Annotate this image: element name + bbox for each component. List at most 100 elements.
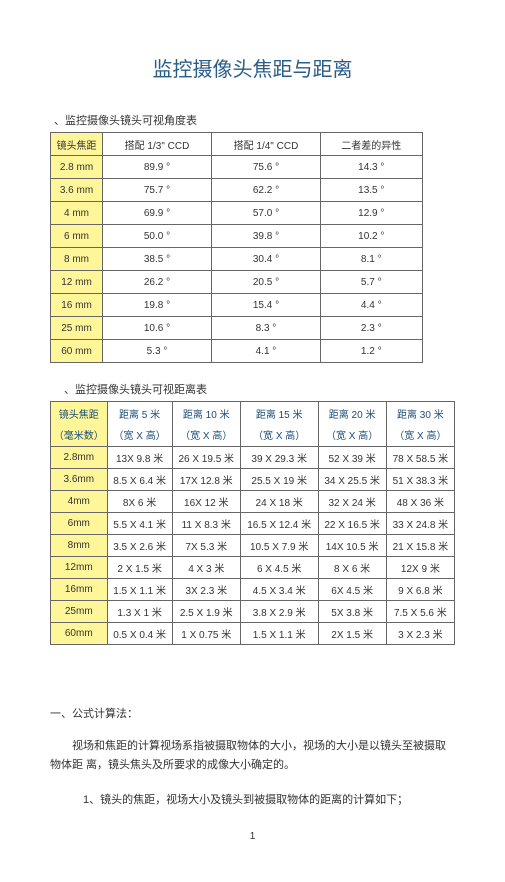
table-cell: 39 X 29.3 米	[240, 447, 318, 469]
header-top: 距离 5 米	[110, 406, 170, 421]
table-cell: 33 X 24.8 米	[386, 513, 454, 535]
table-cell: 8.5 X 6.4 米	[107, 469, 172, 491]
table-cell: 14X 10.5 米	[318, 535, 386, 557]
table2-header-row: 镜头焦距（毫米数）距离 5 米（宽 X 高）距离 10 米（宽 X 高）距离 1…	[51, 402, 455, 447]
table-cell: 26.2 °	[103, 271, 212, 294]
table-cell: 22 X 16.5 米	[318, 513, 386, 535]
table-row: 2.8 mm89.9 °75.6 °14.3 °	[51, 156, 423, 179]
table-cell: 3.6 mm	[51, 179, 103, 202]
header-bottom: （宽 X 高）	[175, 427, 238, 442]
table-cell: 16X 12 米	[172, 491, 240, 513]
table-cell: 20.5 °	[211, 271, 320, 294]
table-cell: 6mm	[51, 513, 108, 535]
header-top: 镜头焦距	[53, 406, 105, 421]
table-cell: 48 X 36 米	[386, 491, 454, 513]
table-row: 25mm1.3 X 1 米2.5 X 1.9 米3.8 X 2.9 米5X 3.…	[51, 601, 455, 623]
table-cell: 51 X 38.3 米	[386, 469, 454, 491]
table-cell: 26 X 19.5 米	[172, 447, 240, 469]
table-cell: 25 mm	[51, 317, 103, 340]
table-row: 4 mm69.9 °57.0 °12.9 °	[51, 202, 423, 225]
table1-caption: 、监控摄像头镜头可视角度表	[54, 112, 455, 128]
table-cell: 34 X 25.5 米	[318, 469, 386, 491]
table-cell: 1.3 X 1 米	[107, 601, 172, 623]
table-row: 16mm1.5 X 1.1 米3X 2.3 米4.5 X 3.4 米6X 4.5…	[51, 579, 455, 601]
table2-header-cell: 距离 5 米 （宽 X 高）	[107, 402, 172, 447]
table-cell: 10.6 °	[103, 317, 212, 340]
table-row: 6 mm50.0 °39.8 °10.2 °	[51, 225, 423, 248]
table-cell: 25.5 X 19 米	[240, 469, 318, 491]
table-cell: 2.8mm	[51, 447, 108, 469]
angle-table: 镜头焦距搭配 1/3" CCD搭配 1/4" CCD二者差的异性 2.8 mm8…	[50, 132, 423, 363]
header-bottom: （毫米数）	[53, 427, 105, 442]
table-cell: 60mm	[51, 623, 108, 645]
table-cell: 5.7 °	[320, 271, 422, 294]
table-cell: 4mm	[51, 491, 108, 513]
table-cell: 10.2 °	[320, 225, 422, 248]
table-cell: 3X 2.3 米	[172, 579, 240, 601]
table-cell: 8X 6 米	[107, 491, 172, 513]
table2-header-cell: 距离 10 米（宽 X 高）	[172, 402, 240, 447]
header-bottom: （宽 X 高）	[389, 427, 452, 442]
table-cell: 32 X 24 米	[318, 491, 386, 513]
table-row: 12 mm26.2 °20.5 °5.7 °	[51, 271, 423, 294]
table-cell: 78 X 58.5 米	[386, 447, 454, 469]
table-cell: 13.5 °	[320, 179, 422, 202]
table-row: 2.8mm13X 9.8 米26 X 19.5 米39 X 29.3 米52 X…	[51, 447, 455, 469]
table-cell: 24 X 18 米	[240, 491, 318, 513]
header-bottom: （宽 X 高）	[110, 427, 170, 442]
table-row: 60 mm5.3 °4.1 °1.2 °	[51, 340, 423, 363]
table-cell: 75.6 °	[211, 156, 320, 179]
table-cell: 5X 3.8 米	[318, 601, 386, 623]
distance-table: 镜头焦距（毫米数）距离 5 米（宽 X 高）距离 10 米（宽 X 高）距离 1…	[50, 401, 455, 645]
table-cell: 25mm	[51, 601, 108, 623]
table2-caption: 、监控摄像头镜头可视距离表	[64, 381, 455, 397]
table-cell: 16mm	[51, 579, 108, 601]
table-cell: 12.9 °	[320, 202, 422, 225]
table-cell: 9 X 6.8 米	[386, 579, 454, 601]
table-cell: 89.9 °	[103, 156, 212, 179]
table-cell: 4 mm	[51, 202, 103, 225]
table-cell: 15.4 °	[211, 294, 320, 317]
table-row: 8mm3.5 X 2.6 米7X 5.3 米10.5 X 7.9 米14X 10…	[51, 535, 455, 557]
table-row: 3.6mm8.5 X 6.4 米17X 12.8 米25.5 X 19 米34 …	[51, 469, 455, 491]
table-cell: 1.2 °	[320, 340, 422, 363]
table-cell: 2X 1.5 米	[318, 623, 386, 645]
table-cell: 5.5 X 4.1 米	[107, 513, 172, 535]
table-cell: 62.2 °	[211, 179, 320, 202]
table-cell: 6 mm	[51, 225, 103, 248]
table-cell: 75.7 °	[103, 179, 212, 202]
table-cell: 8 mm	[51, 248, 103, 271]
table-cell: 4.5 X 3.4 米	[240, 579, 318, 601]
table-cell: 52 X 39 米	[318, 447, 386, 469]
table-cell: 10.5 X 7.9 米	[240, 535, 318, 557]
table-cell: 2 X 1.5 米	[107, 557, 172, 579]
header-bottom: （宽 X 高）	[321, 427, 384, 442]
table-cell: 57.0 °	[211, 202, 320, 225]
table-cell: 6X 4.5 米	[318, 579, 386, 601]
table-cell: 8mm	[51, 535, 108, 557]
header-top: 距离 20 米	[321, 406, 384, 421]
table-cell: 2.5 X 1.9 米	[172, 601, 240, 623]
table-cell: 14.3 °	[320, 156, 422, 179]
table1-header-cell: 二者差的异性	[320, 133, 422, 156]
table-cell: 16.5 X 12.4 米	[240, 513, 318, 535]
table-cell: 4.1 °	[211, 340, 320, 363]
table-row: 8 mm38.5 °30.4 °8.1 °	[51, 248, 423, 271]
table-cell: 4.4 °	[320, 294, 422, 317]
header-top: 距离 15 米	[243, 406, 316, 421]
header-bottom: （宽 X 高）	[243, 427, 316, 442]
table-cell: 12X 9 米	[386, 557, 454, 579]
table-cell: 17X 12.8 米	[172, 469, 240, 491]
table-cell: 8.1 °	[320, 248, 422, 271]
table2-header-cell: 距离 15 米 （宽 X 高）	[240, 402, 318, 447]
table-cell: 1 X 0.75 米	[172, 623, 240, 645]
table-cell: 21 X 15.8 米	[386, 535, 454, 557]
table-row: 60mm0.5 X 0.4 米1 X 0.75 米1.5 X 1.1 米2X 1…	[51, 623, 455, 645]
table-cell: 60 mm	[51, 340, 103, 363]
table2-header-cell: 镜头焦距 （毫米数）	[51, 402, 108, 447]
table-cell: 0.5 X 0.4 米	[107, 623, 172, 645]
table2-header-cell: 距离 20 米 （宽 X 高）	[318, 402, 386, 447]
table-cell: 3.8 X 2.9 米	[240, 601, 318, 623]
table-row: 6mm5.5 X 4.1 米11 X 8.3 米16.5 X 12.4 米22 …	[51, 513, 455, 535]
header-top: 距离 30 米	[389, 406, 452, 421]
